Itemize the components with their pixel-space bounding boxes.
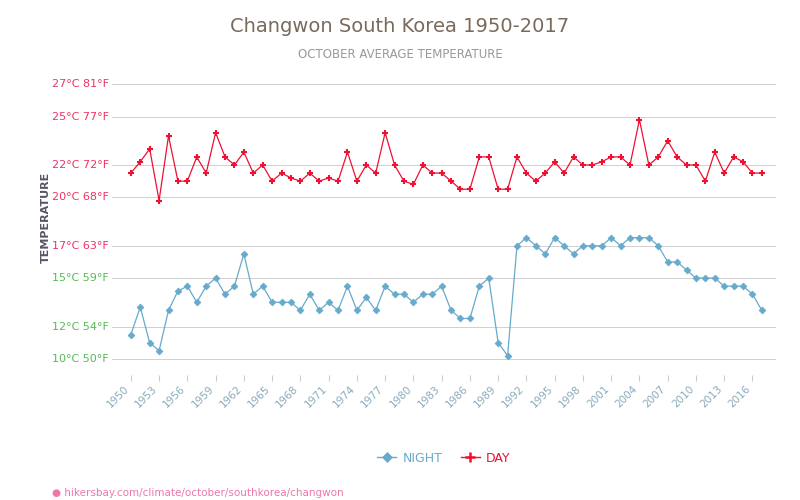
Text: Changwon South Korea 1950-2017: Changwon South Korea 1950-2017 bbox=[230, 18, 570, 36]
Text: 15°C 59°F: 15°C 59°F bbox=[52, 273, 109, 283]
Text: TEMPERATURE: TEMPERATURE bbox=[41, 172, 50, 263]
Text: OCTOBER AVERAGE TEMPERATURE: OCTOBER AVERAGE TEMPERATURE bbox=[298, 48, 502, 60]
Text: 27°C 81°F: 27°C 81°F bbox=[52, 79, 109, 89]
Text: 10°C 50°F: 10°C 50°F bbox=[52, 354, 109, 364]
Text: ● hikersbay.com/climate/october/southkorea/changwon: ● hikersbay.com/climate/october/southkor… bbox=[52, 488, 344, 498]
Text: 25°C 77°F: 25°C 77°F bbox=[52, 112, 109, 122]
Legend: NIGHT, DAY: NIGHT, DAY bbox=[373, 446, 515, 469]
Text: 17°C 63°F: 17°C 63°F bbox=[52, 241, 109, 251]
Text: 20°C 68°F: 20°C 68°F bbox=[52, 192, 109, 202]
Text: 12°C 54°F: 12°C 54°F bbox=[52, 322, 109, 332]
Text: 22°C 72°F: 22°C 72°F bbox=[51, 160, 109, 170]
